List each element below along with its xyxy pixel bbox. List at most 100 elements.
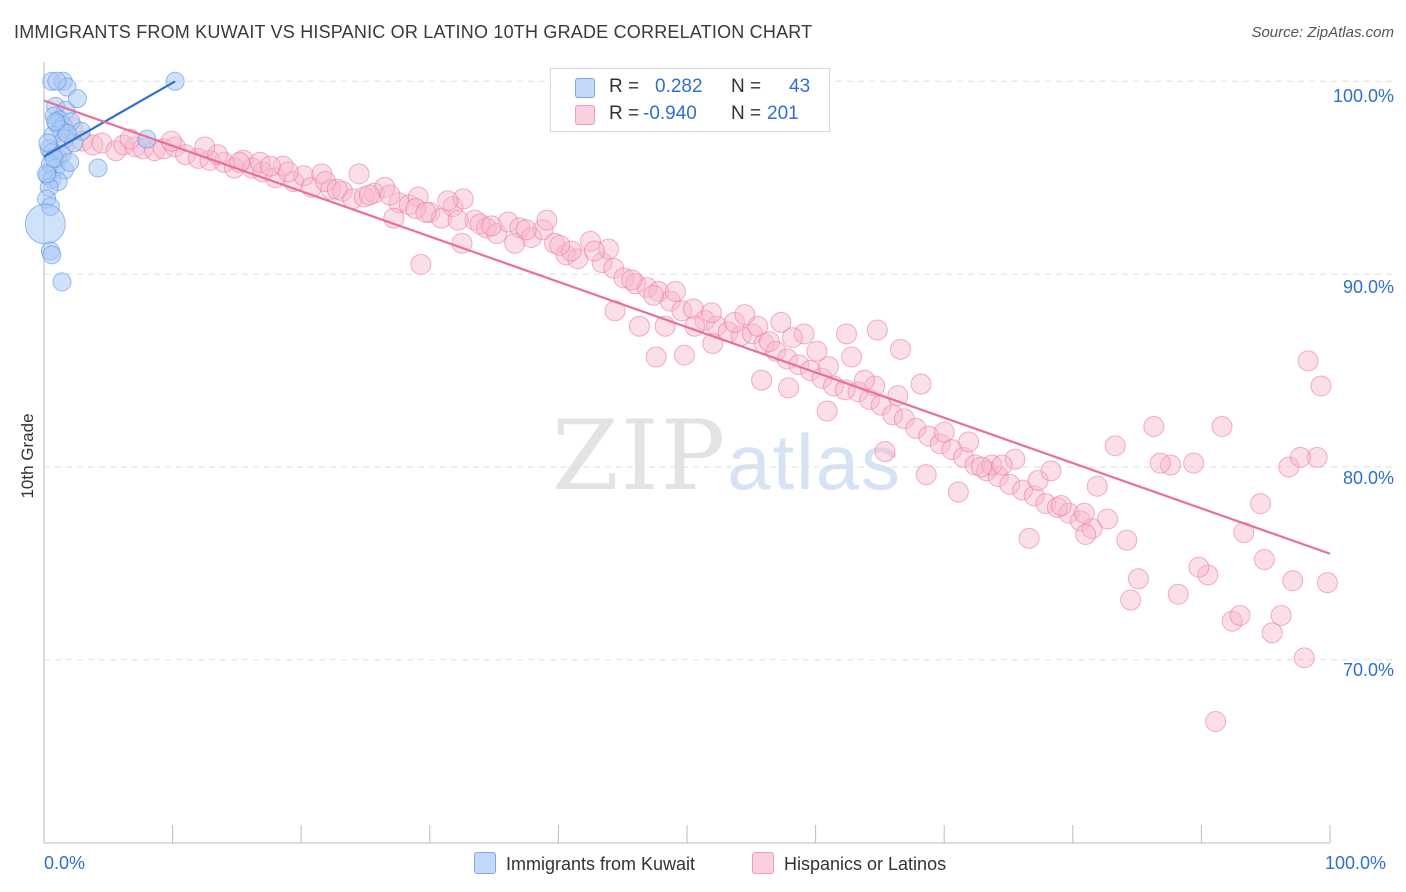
hispanic-point	[905, 417, 927, 439]
legend-n-label: N =	[731, 76, 762, 97]
bottom-legend-swatch-hispanic	[752, 852, 774, 874]
hispanic-point	[788, 354, 810, 376]
hispanic-point	[1050, 495, 1072, 517]
hispanic-point	[664, 280, 686, 302]
hispanic-point	[882, 404, 904, 426]
hispanic-point	[673, 344, 695, 366]
kuwait-point	[67, 89, 87, 109]
hispanic-point	[841, 346, 863, 368]
hispanic-point	[315, 171, 337, 193]
hispanic-point	[958, 431, 980, 453]
hispanic-point	[1306, 446, 1328, 468]
hispanic-point	[277, 161, 299, 183]
hispanic-point	[1104, 435, 1126, 457]
watermark: ZIPatlas	[552, 400, 902, 512]
kuwait-point	[52, 272, 72, 292]
hispanic-point	[1211, 415, 1233, 437]
hispanic-point	[751, 369, 773, 391]
hispanic-point	[1253, 549, 1275, 571]
x-tick-label: 100.0%	[1325, 853, 1387, 873]
hispanic-point	[999, 473, 1021, 495]
legend-n-value: 201	[767, 103, 799, 124]
kuwait-point	[24, 203, 66, 245]
hispanic-point	[1289, 446, 1311, 468]
hispanic-point	[835, 323, 857, 345]
legend-r-value: -0.940	[643, 103, 697, 124]
hispanic-point	[119, 128, 141, 150]
kuwait-point	[37, 164, 57, 184]
hispanic-point	[1261, 622, 1283, 644]
hispanic-point	[1058, 502, 1080, 524]
kuwait-point	[47, 71, 67, 91]
y-tick-label: 100.0%	[1332, 86, 1394, 106]
hispanic-point	[866, 319, 888, 341]
hispanic-points	[52, 117, 1338, 733]
hispanic-point	[806, 340, 828, 362]
bottom-legend-swatch-kuwait	[474, 852, 496, 874]
hispanic-point	[326, 178, 348, 200]
hispanic-point	[520, 226, 542, 248]
hispanic-point	[591, 252, 613, 274]
source-credit: Source: ZipAtlas.com	[1251, 24, 1394, 41]
hispanic-point	[481, 215, 503, 237]
legend-swatch-kuwait	[575, 78, 595, 98]
legend-r-label: R =	[609, 76, 640, 97]
hispanic-point	[1035, 493, 1057, 515]
hispanic-point	[379, 184, 401, 206]
hispanic-point	[1205, 711, 1227, 733]
y-axis-label: 10th Grade	[18, 413, 37, 499]
hispanic-point	[486, 223, 508, 245]
hispanic-point	[645, 346, 667, 368]
y-tick-label: 70.0%	[1342, 660, 1394, 680]
kuwait-point	[88, 158, 108, 178]
legend-n-value: 43	[789, 76, 811, 97]
kuwait-point	[42, 245, 62, 265]
hispanic-point	[706, 315, 728, 337]
hispanic-point	[1149, 452, 1171, 474]
legend-r-value: 0.282	[655, 76, 703, 97]
hispanic-point	[1012, 479, 1034, 501]
legend-row-hispanic: R = -0.940 N = 201	[551, 101, 829, 127]
bottom-legend-hispanic: Hispanics or Latinos	[752, 852, 946, 875]
hispanic-point	[1316, 572, 1338, 594]
hispanic-point	[700, 302, 722, 324]
hispanic-point	[437, 190, 459, 212]
legend-swatch-hispanic	[575, 105, 595, 125]
hispanic-point	[259, 155, 281, 177]
hispanic-point	[724, 311, 746, 333]
legend-r-label: R =	[609, 103, 640, 124]
hispanic-point	[1040, 460, 1062, 482]
hispanic-point	[970, 456, 992, 478]
legend-row-kuwait: R = 0.282 N = 43	[551, 74, 829, 100]
y-tick-label: 80.0%	[1342, 468, 1394, 488]
bottom-legend-label: Hispanics or Latinos	[784, 854, 947, 874]
hispanic-point	[415, 201, 437, 223]
hispanic-point	[778, 377, 800, 399]
hispanic-point	[1127, 568, 1149, 590]
hispanic-point	[1297, 350, 1319, 372]
hispanic-point	[1004, 448, 1026, 470]
hispanic-point	[625, 273, 647, 295]
hispanic-point	[358, 184, 380, 206]
hispanic-point	[987, 466, 1009, 488]
hispanic-point	[1167, 583, 1189, 605]
trend-layer	[43, 80, 1331, 555]
hispanic-point	[859, 388, 881, 410]
hispanic-point	[1188, 556, 1210, 578]
bottom-legend-kuwait: Immigrants from Kuwait	[474, 852, 695, 875]
bottom-legend-label: Immigrants from Kuwait	[506, 854, 696, 874]
hispanic-point	[1086, 475, 1108, 497]
hispanic-point	[1270, 604, 1292, 626]
hispanic-point	[1293, 647, 1315, 669]
hispanic-point	[504, 232, 526, 254]
hispanic-point	[947, 481, 969, 503]
hispanic-point	[643, 284, 665, 306]
hispanic-point	[682, 298, 704, 320]
kuwait-points	[24, 71, 185, 292]
hispanic-point	[1183, 452, 1205, 474]
hispanic-point	[560, 240, 582, 262]
stats-legend: R = 0.282 N = 43 R = -0.940 N = 201	[550, 68, 830, 132]
hispanic-trend-line	[43, 99, 1331, 555]
kuwait-point	[46, 112, 66, 132]
